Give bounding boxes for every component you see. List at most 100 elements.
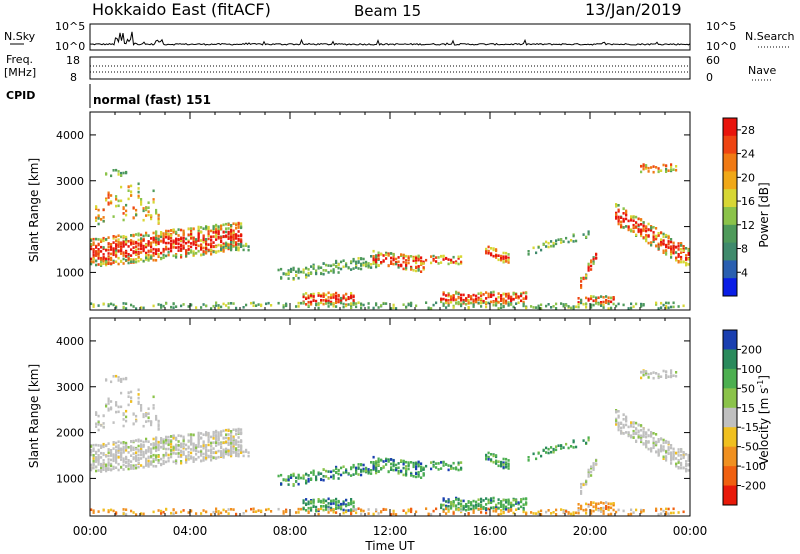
data-cell — [105, 469, 108, 473]
data-cell — [222, 246, 225, 249]
data-cell — [522, 304, 525, 308]
data-cell — [160, 306, 163, 309]
data-cell — [482, 293, 485, 296]
data-cell — [660, 507, 663, 511]
data-cell — [662, 457, 665, 460]
data-cell — [532, 512, 535, 515]
data-cell — [667, 301, 670, 305]
data-cell — [480, 507, 483, 511]
data-cell — [492, 300, 495, 304]
data-cell — [125, 415, 128, 419]
data-cell — [307, 480, 310, 483]
data-cell — [145, 234, 148, 237]
data-cell — [95, 459, 98, 462]
data-cell — [482, 299, 485, 303]
data-cell — [500, 505, 503, 508]
data-cell — [347, 503, 350, 506]
data-cell — [242, 454, 245, 458]
data-cell — [135, 459, 138, 462]
data-cell — [445, 507, 448, 511]
data-cell — [247, 248, 250, 252]
data-cell — [572, 440, 575, 444]
data-cell — [280, 276, 283, 280]
data-cell — [122, 240, 125, 244]
data-cell — [205, 453, 208, 456]
data-cell — [190, 303, 193, 306]
data-cell — [435, 507, 438, 511]
data-cell — [142, 452, 145, 456]
data-cell — [417, 463, 420, 467]
data-cell — [490, 453, 493, 456]
data-cell — [577, 507, 580, 510]
data-cell — [547, 245, 550, 249]
data-cell — [575, 305, 578, 309]
data-cell — [177, 443, 180, 447]
data-cell — [307, 294, 310, 298]
data-cell — [412, 461, 415, 465]
data-cell — [652, 234, 655, 237]
data-cell — [502, 305, 505, 309]
data-cell — [112, 303, 115, 307]
data-cell — [302, 507, 305, 510]
data-cell — [520, 299, 523, 303]
data-cell — [227, 439, 230, 442]
data-cell — [122, 508, 125, 511]
data-cell — [312, 293, 315, 296]
velocity-colorbar-label: Velocity [m s-1] — [756, 375, 771, 465]
data-cell — [597, 302, 600, 306]
data-cell — [587, 503, 590, 507]
data-cell — [152, 231, 155, 235]
data-cell — [202, 251, 205, 254]
data-cell — [125, 302, 128, 305]
data-cell — [610, 506, 613, 510]
data-cell — [145, 245, 148, 249]
data-cell — [237, 449, 240, 452]
data-cell — [372, 306, 375, 310]
data-cell — [322, 302, 325, 306]
data-cell — [680, 242, 683, 245]
data-cell — [135, 414, 138, 418]
data-cell — [155, 438, 158, 442]
data-cell — [395, 467, 398, 470]
date-label: 13/Jan/2019 — [585, 0, 682, 19]
data-cell — [235, 440, 238, 443]
data-cell — [127, 258, 130, 262]
data-cell — [495, 507, 498, 511]
data-cell — [347, 266, 350, 269]
data-cell — [115, 239, 118, 243]
data-cell — [232, 244, 235, 247]
data-cell — [192, 250, 195, 253]
data-cell — [152, 198, 155, 201]
data-cell — [432, 254, 435, 258]
data-cell — [192, 442, 195, 446]
data-cell — [457, 502, 460, 506]
data-cell — [235, 234, 238, 237]
data-cell — [372, 467, 375, 470]
data-cell — [495, 454, 498, 457]
data-cell — [662, 509, 665, 513]
data-cell — [107, 242, 110, 245]
data-cell — [502, 260, 505, 263]
data-cell — [440, 261, 443, 264]
data-cell — [650, 229, 653, 232]
data-cell — [130, 184, 133, 188]
data-cell — [202, 446, 205, 450]
data-cell — [357, 301, 360, 304]
data-cell — [230, 235, 233, 239]
data-cell — [667, 446, 670, 449]
data-cell — [630, 421, 633, 424]
data-cell — [112, 241, 115, 244]
data-cell — [592, 463, 595, 467]
data-cell — [145, 440, 148, 443]
data-cell — [502, 292, 505, 296]
data-cell — [237, 452, 240, 455]
data-cell — [102, 246, 105, 249]
data-cell — [165, 241, 168, 245]
data-cell — [590, 303, 593, 307]
data-cell — [217, 235, 220, 239]
data-cell — [500, 464, 503, 468]
data-cell — [655, 507, 658, 511]
data-cell — [95, 465, 98, 469]
data-cell — [490, 295, 493, 298]
data-cell — [127, 253, 130, 256]
